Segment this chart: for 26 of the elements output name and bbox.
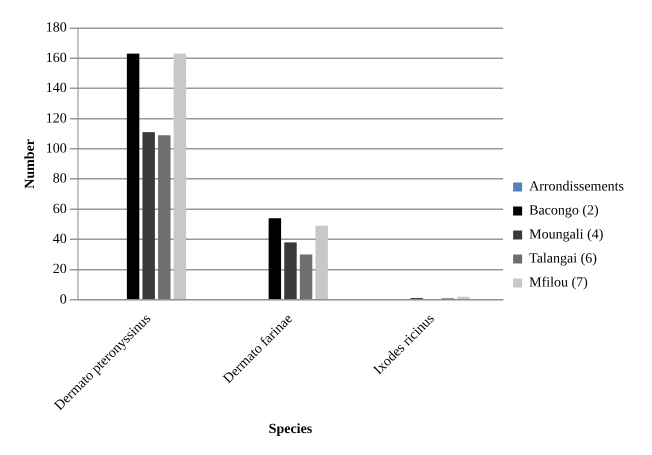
bar <box>142 132 155 300</box>
bar <box>284 242 297 300</box>
bar <box>315 226 328 300</box>
y-tick-label: 100 <box>46 141 67 156</box>
y-tick-label: 80 <box>52 172 67 187</box>
bar <box>457 296 470 300</box>
legend-label: Talangai (6) <box>529 252 598 267</box>
legend-label: Arrondissements <box>529 180 624 195</box>
legend-label: Mfilou (7) <box>529 276 588 291</box>
bar <box>158 135 171 300</box>
y-tick-label: 120 <box>46 111 67 126</box>
legend-label: Bacongo (2) <box>529 204 600 219</box>
y-tick-label: 160 <box>46 50 67 66</box>
legend-label: Moungali (4) <box>529 228 604 243</box>
y-tick-label: 40 <box>52 232 67 248</box>
y-tick-label: 20 <box>52 262 67 278</box>
y-axis-title: Number <box>23 138 38 189</box>
bar <box>126 54 140 300</box>
y-tick-label: 180 <box>46 20 67 36</box>
y-tick-label: 140 <box>46 81 67 96</box>
bar <box>268 218 282 300</box>
y-tick-label: 60 <box>52 202 67 217</box>
y-tick-label: 0 <box>60 292 67 308</box>
bar <box>174 54 186 300</box>
bar <box>300 254 312 300</box>
x-axis-title: Species <box>268 422 313 438</box>
